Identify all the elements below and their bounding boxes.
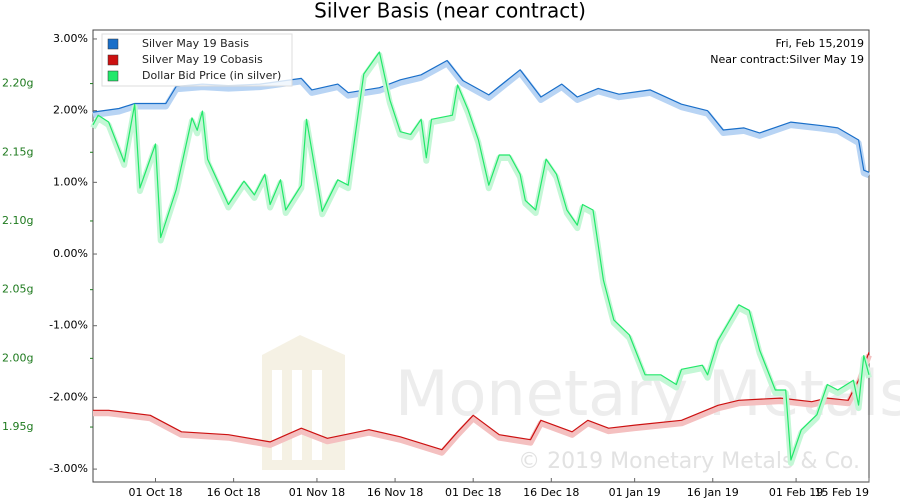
y2-tick-label: 2.15g [2,145,33,158]
annotation: Near contract:Silver May 19 [710,53,864,66]
chart-title: Silver Basis (near contract) [314,0,586,23]
legend-swatch [107,38,119,50]
annotation: Fri, Feb 15,2019 [775,37,864,50]
series-glow [93,354,872,456]
watermark-copyright: © 2019 Monetary Metals & Co. [518,449,860,474]
y2-tick-label: 2.00g [2,351,33,364]
y2-tick-label: 2.20g [2,77,33,90]
plot-frame [92,29,870,483]
x-tick-label: 01 Jan 19 [609,486,661,499]
legend-label: Dollar Bid Price (in silver) [142,69,281,82]
y-tick-label: -1.00% [49,319,88,332]
y2-tick-label: 2.10g [2,214,33,227]
x-tick-label: 01 Nov 18 [289,486,345,499]
series-glow [92,60,871,179]
x-tick-label: 16 Jan 19 [687,486,739,499]
watermark-logo [262,335,345,470]
y-tick-label: 3.00% [53,32,88,45]
x-tick-label: 16 Oct 18 [207,486,261,499]
x-tick-label: 01 Oct 18 [128,486,182,499]
x-tick-label: 16 Nov 18 [367,486,423,499]
series-glow [90,52,872,466]
x-tick-label: 01 Dec 18 [445,486,501,499]
legend-label: Silver May 19 Basis [142,37,249,50]
y-tick-label: -3.00% [49,462,88,475]
legend-label: Silver May 19 Cobasis [142,53,263,66]
y-tick-label: -2.00% [49,390,88,403]
y-tick-label: 1.00% [53,175,88,188]
legend-swatch [107,70,119,82]
y2-tick-label: 2.05g [2,283,33,296]
series-line [93,351,870,451]
y2-tick-label: 1.95g [2,420,33,433]
y-tick-label: 2.00% [53,104,88,117]
x-tick-label: 15 Feb 19 [815,486,869,499]
legend-swatch [107,54,119,66]
series-line [92,51,870,461]
legend-box [101,33,293,87]
x-tick-label: 16 Dec 18 [523,486,579,499]
x-tick-label: 01 Feb 19 [769,486,823,499]
y-tick-label: 0.00% [53,247,88,260]
